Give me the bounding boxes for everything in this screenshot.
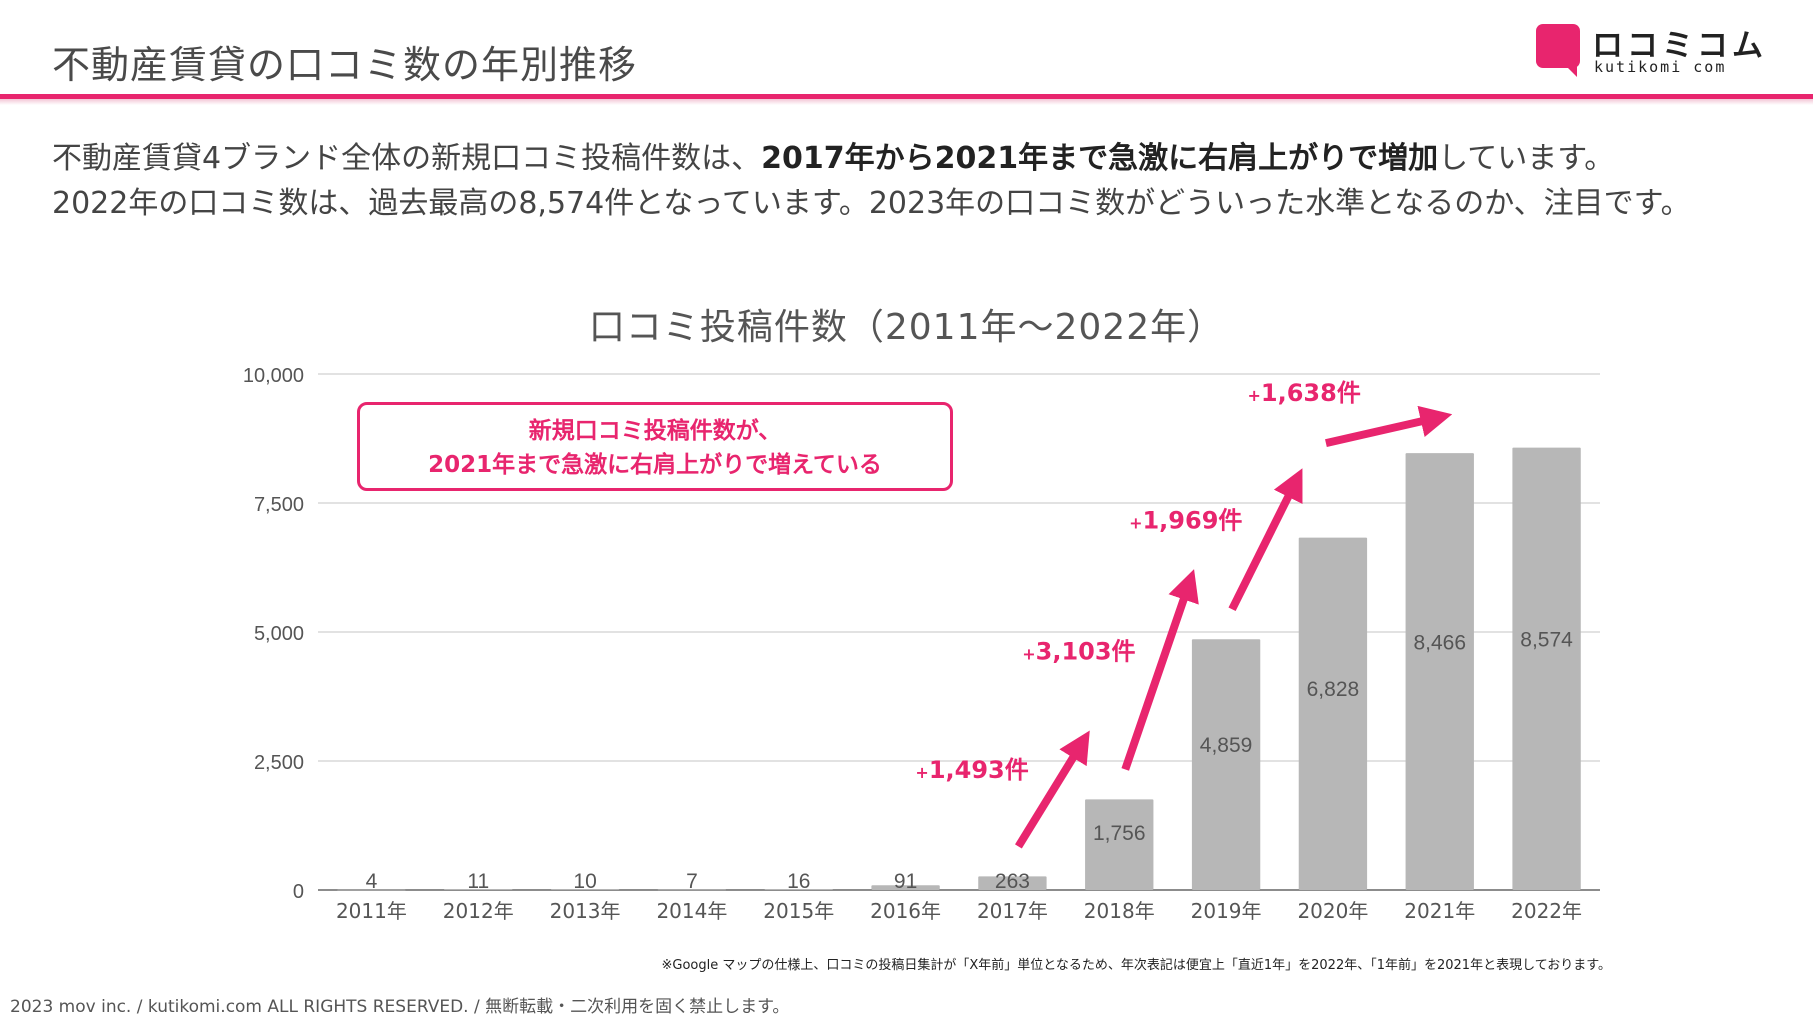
- y-tick-label: 7,500: [254, 494, 304, 516]
- x-tick-label: 2013年: [550, 899, 621, 923]
- growth-value: 3,103件: [1036, 637, 1136, 665]
- data-label: 6,828: [1307, 678, 1360, 701]
- x-tick-label: 2018年: [1084, 899, 1155, 923]
- callout-line2: 2021年まで急激に右肩上がりで増えている: [428, 452, 882, 478]
- speech-bubble-icon: [1536, 24, 1580, 77]
- description: 不動産賃貸4ブランド全体の新規口コミ投稿件数は、2017年から2021年まで急激…: [52, 136, 1712, 226]
- brand-logo[interactable]: ロコミコム kutikomi com: [1536, 22, 1786, 78]
- bar: [1512, 447, 1581, 890]
- header-divider-shadow: [0, 99, 1813, 105]
- description-line2: 2022年の口コミ数は、過去最高の8,574件となっています。2023年の口コミ…: [52, 186, 1691, 221]
- growth-label: +3,103件: [1022, 637, 1135, 665]
- bar: [1085, 799, 1154, 890]
- bar: [444, 889, 513, 890]
- growth-plus-sign: +: [915, 763, 928, 782]
- description-line1-post: しています。: [1438, 141, 1615, 176]
- growth-arrow: [1325, 405, 1453, 448]
- bar: [764, 889, 833, 890]
- data-label: 11: [467, 870, 489, 893]
- growth-label: +1,493件: [915, 756, 1028, 784]
- growth-plus-sign: +: [1129, 513, 1142, 532]
- x-tick-label: 2022年: [1511, 899, 1582, 923]
- growth-value: 1,969件: [1142, 506, 1242, 534]
- chart-title: 口コミ投稿件数（2011年〜2022年）: [588, 307, 1225, 348]
- bar: [978, 876, 1047, 890]
- growth-arrow: [1015, 730, 1090, 849]
- description-line1-pre: 不動産賃貸4ブランド全体の新規口コミ投稿件数は、: [52, 141, 762, 176]
- x-tick-label: 2015年: [763, 899, 834, 923]
- y-tick-label: 5,000: [254, 623, 304, 645]
- x-tick-label: 2014年: [656, 899, 727, 923]
- logo-name: ロコミコム: [1592, 28, 1767, 64]
- data-label: 16: [787, 870, 810, 893]
- page-title: 不動産賃貸の口コミ数の年別推移: [52, 43, 638, 87]
- y-tick-label: 0: [293, 881, 304, 903]
- bar: [1405, 453, 1474, 890]
- logo-subtitle: kutikomi com: [1594, 58, 1727, 76]
- header-divider: [0, 94, 1813, 99]
- x-tick-label: 2021年: [1404, 899, 1475, 923]
- bar: [337, 889, 406, 891]
- growth-arrow: [1228, 468, 1303, 612]
- y-tick-label: 10,000: [243, 365, 304, 387]
- growth-arrow: [1121, 569, 1199, 771]
- data-label: 91: [894, 870, 917, 893]
- y-tick-label: 2,500: [254, 752, 304, 774]
- x-tick-label: 2020年: [1297, 899, 1368, 923]
- chart-callout: 新規口コミ投稿件数が、 2021年まで急激に右肩上がりで増えている: [357, 402, 953, 491]
- x-tick-label: 2011年: [336, 899, 407, 923]
- callout-line1: 新規口コミ投稿件数が、: [528, 418, 782, 444]
- growth-plus-sign: +: [1022, 644, 1035, 663]
- x-tick-label: 2017年: [977, 899, 1048, 923]
- x-tick-label: 2016年: [870, 899, 941, 923]
- growth-value: 1,493件: [929, 756, 1029, 784]
- description-line1-bold: 2017年から2021年まで急激に右肩上がりで増加: [761, 141, 1439, 176]
- data-label: 8,574: [1520, 629, 1573, 652]
- data-label: 7: [686, 870, 698, 893]
- x-tick-label: 2012年: [443, 899, 514, 923]
- data-label: 1,756: [1093, 822, 1146, 845]
- bar: [1298, 537, 1368, 890]
- data-label: 4: [366, 870, 378, 893]
- x-tick-label: 2019年: [1191, 899, 1262, 923]
- bar: [550, 889, 620, 890]
- growth-plus-sign: +: [1248, 386, 1261, 405]
- data-label: 10: [573, 870, 596, 893]
- data-label: 263: [995, 870, 1030, 893]
- bar: [871, 885, 940, 890]
- data-label: 4,859: [1200, 734, 1253, 757]
- growth-label: +1,638件: [1248, 379, 1361, 407]
- growth-value: 1,638件: [1261, 379, 1361, 407]
- footnote: ※Google マップの仕様上、口コミの投稿日集計が「X年前」単位となるため、年…: [661, 958, 1611, 973]
- growth-label: +1,969件: [1129, 506, 1242, 534]
- copyright-footer: 2023 mov inc. / kutikomi.com ALL RIGHTS …: [10, 997, 790, 1017]
- bar: [1191, 639, 1261, 890]
- data-label: 8,466: [1413, 632, 1466, 655]
- bar: [657, 889, 727, 891]
